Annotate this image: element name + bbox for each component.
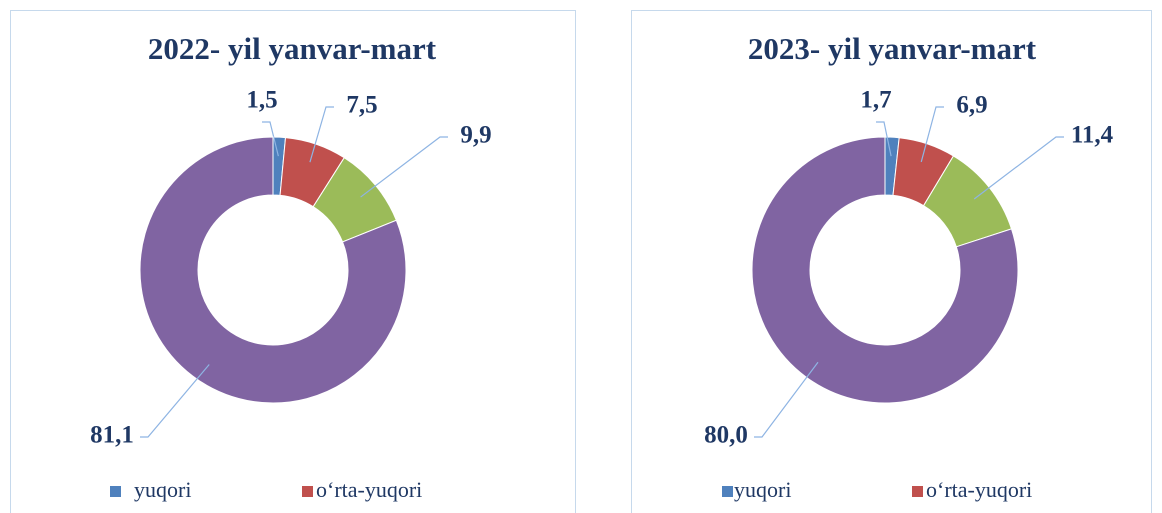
chart-title: 2023- yil yanvar-mart: [748, 31, 1037, 66]
donut-slice: [751, 136, 1019, 404]
legend-swatch: [722, 486, 733, 497]
donut-slice: [139, 136, 407, 404]
leader-line: [876, 121, 892, 157]
leader-line: [920, 106, 944, 163]
data-label: 6,9: [956, 92, 987, 119]
data-label: 11,4: [1071, 122, 1114, 149]
legend-label: o‘rta-yuqori: [316, 477, 422, 502]
leader-line: [973, 136, 1064, 200]
leader-line: [360, 136, 448, 198]
legend-swatch: [302, 486, 313, 497]
legend-swatch: [110, 486, 121, 497]
data-label: 80,0: [704, 422, 748, 449]
data-label: 81,1: [90, 422, 134, 449]
legend-label: o‘rta-yuqori: [926, 477, 1032, 502]
legend-swatch: [912, 486, 923, 497]
legend-label: yuqori: [134, 477, 191, 502]
legend-label: yuqori: [734, 477, 791, 502]
leader-line: [309, 106, 334, 163]
leader-line: [754, 361, 819, 438]
chart-title: 2022- yil yanvar-mart: [148, 31, 437, 66]
data-label: 9,9: [460, 122, 491, 149]
chart-frame: [631, 10, 1152, 513]
data-label: 7,5: [346, 92, 377, 119]
chart-frame: [10, 10, 576, 513]
leader-line: [262, 121, 279, 157]
data-label: 1,5: [246, 87, 277, 114]
data-label: 1,7: [860, 87, 891, 114]
leader-line: [140, 364, 210, 438]
